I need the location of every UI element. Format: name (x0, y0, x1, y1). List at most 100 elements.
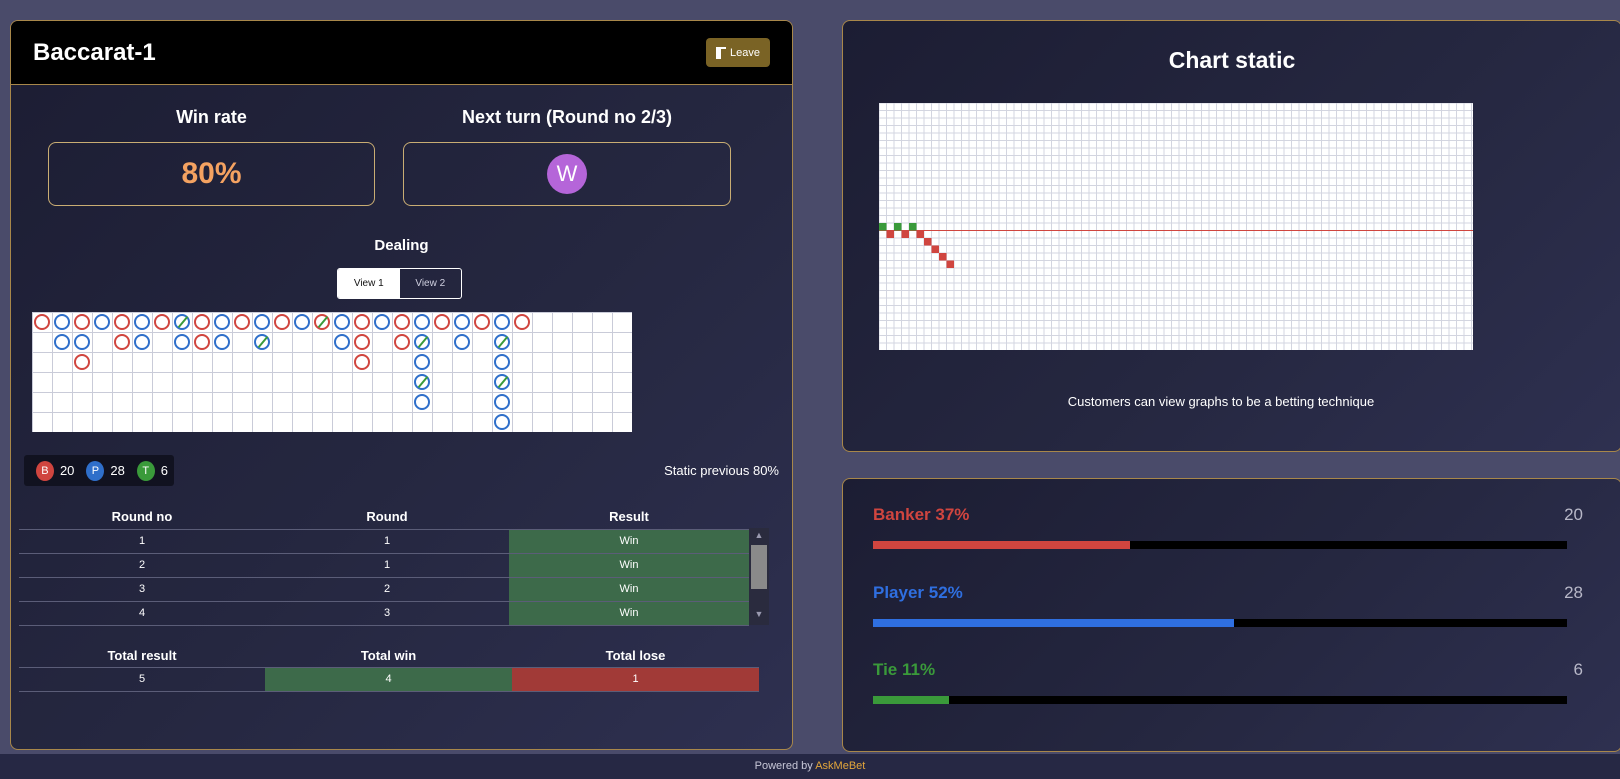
banker-bead (114, 334, 130, 350)
player-bead (254, 334, 270, 350)
leave-button[interactable]: Leave (706, 38, 770, 67)
tie-slash-icon (317, 315, 329, 329)
tab-view-1[interactable]: View 1 (338, 269, 400, 298)
chart-caption: Customers can view graphs to be a bettin… (1067, 394, 1375, 409)
banker-bead (354, 334, 370, 350)
banker-stat-count: 20 (1564, 505, 1583, 524)
cell-round-no: 3 (19, 576, 265, 601)
footer-prefix: Powered by (754, 760, 816, 772)
banker-bead (74, 314, 90, 330)
result-counters: B 20 P 28 T 6 (24, 455, 174, 486)
banker-bead (34, 314, 50, 330)
player-bead (94, 314, 110, 330)
tie-slash-icon (417, 375, 429, 389)
door-icon (716, 46, 727, 59)
tie-slash-icon (177, 315, 189, 329)
tie-count: 6 (160, 463, 168, 478)
player-bead (494, 314, 510, 330)
player-stat-count: 28 (1564, 583, 1583, 602)
table-scrollbar[interactable]: ▲ ▼ (749, 528, 769, 625)
player-label: Player 52% (873, 583, 963, 602)
static-previous: Static previous 80% (664, 463, 779, 478)
scrollbar-thumb[interactable] (751, 545, 767, 589)
tie-slash-icon (257, 335, 269, 349)
avatar: W (547, 154, 587, 194)
player-bead (54, 314, 70, 330)
chevron-down-icon[interactable]: ▼ (754, 609, 764, 619)
banker-bead (234, 314, 250, 330)
table-row: 4 3 Win (19, 600, 749, 626)
player-dot: P (86, 460, 105, 481)
cell-round: 3 (265, 600, 509, 626)
tie-dot: T (136, 460, 155, 481)
player-bead (494, 414, 510, 430)
player-bead (494, 394, 510, 410)
lose-mark (939, 253, 947, 261)
dealing-title: Dealing (374, 237, 429, 254)
banker-label: Banker 37% (873, 505, 970, 524)
banker-bead (194, 314, 210, 330)
cell-result: Win (509, 528, 749, 553)
player-bead (414, 354, 430, 370)
banker-stat: Banker 37% 20 (873, 505, 1583, 549)
chevron-up-icon[interactable]: ▲ (754, 530, 764, 540)
player-bead (294, 314, 310, 330)
banker-bead (394, 314, 410, 330)
tie-label: Tie 11% (873, 660, 936, 679)
game-header: Baccarat-1 Leave (11, 21, 792, 85)
tie-slash-icon (417, 335, 429, 349)
lose-mark (924, 238, 932, 246)
win-mark (909, 223, 917, 231)
player-bead (414, 334, 430, 350)
banker-bead (274, 314, 290, 330)
header-result: Result (609, 509, 649, 525)
header-round: Round (366, 509, 408, 525)
banker-bead (514, 314, 530, 330)
lose-mark (946, 260, 954, 268)
banker-bead (114, 314, 130, 330)
tie-stat: Tie 11% 6 (873, 660, 1583, 704)
leave-label: Leave (730, 46, 760, 59)
chart-panel: Chart static Customers can view graphs t… (842, 20, 1620, 452)
total-lose-value: 1 (512, 666, 759, 692)
cell-result: Win (509, 600, 749, 626)
cell-result: Win (509, 552, 749, 577)
player-bead (374, 314, 390, 330)
table-row: 3 2 Win (19, 576, 749, 601)
banker-bead (154, 314, 170, 330)
next-turn-title: Next turn (Round no 2/3) (462, 107, 672, 127)
tie-stat-count: 6 (1573, 660, 1583, 679)
player-bead (254, 314, 270, 330)
rounds-table: Round no Round Result 1 1 Win 2 1 Win 3 … (19, 505, 749, 626)
tab-view-2[interactable]: View 2 (415, 278, 446, 289)
footer-brand[interactable]: AskMeBet (815, 760, 866, 772)
chart-title: Chart static (1168, 47, 1296, 73)
banker-bar-fill (873, 541, 1130, 549)
player-bead (494, 354, 510, 370)
bead-road-grid (32, 312, 632, 432)
banker-bead (354, 354, 370, 370)
stats-panel: Banker 37% 20 Player 52% 28 Tie 11% 6 (842, 478, 1620, 752)
banker-bead (74, 354, 90, 370)
cell-round: 1 (265, 552, 509, 577)
banker-bead (194, 334, 210, 350)
cell-result: Win (509, 576, 749, 601)
tie-bar-fill (873, 696, 950, 704)
table-row: 2 1 Win (19, 552, 749, 577)
banker-dot: B (36, 460, 54, 481)
game-title: Baccarat-1 (33, 38, 156, 66)
header-total-lose: Total lose (605, 648, 666, 664)
tie-slash-icon (497, 375, 509, 389)
header-total-result: Total result (107, 648, 177, 664)
player-bar-fill (873, 619, 1234, 627)
tie-slash-icon (497, 335, 509, 349)
player-bead (134, 314, 150, 330)
player-bead (454, 334, 470, 350)
win-mark (879, 223, 887, 231)
player-bead (334, 314, 350, 330)
header-round-no: Round no (111, 509, 173, 525)
lose-mark (886, 230, 894, 238)
total-result-value: 5 (19, 666, 265, 692)
cell-round: 1 (265, 528, 509, 553)
table-row: 5 4 1 (19, 666, 759, 692)
